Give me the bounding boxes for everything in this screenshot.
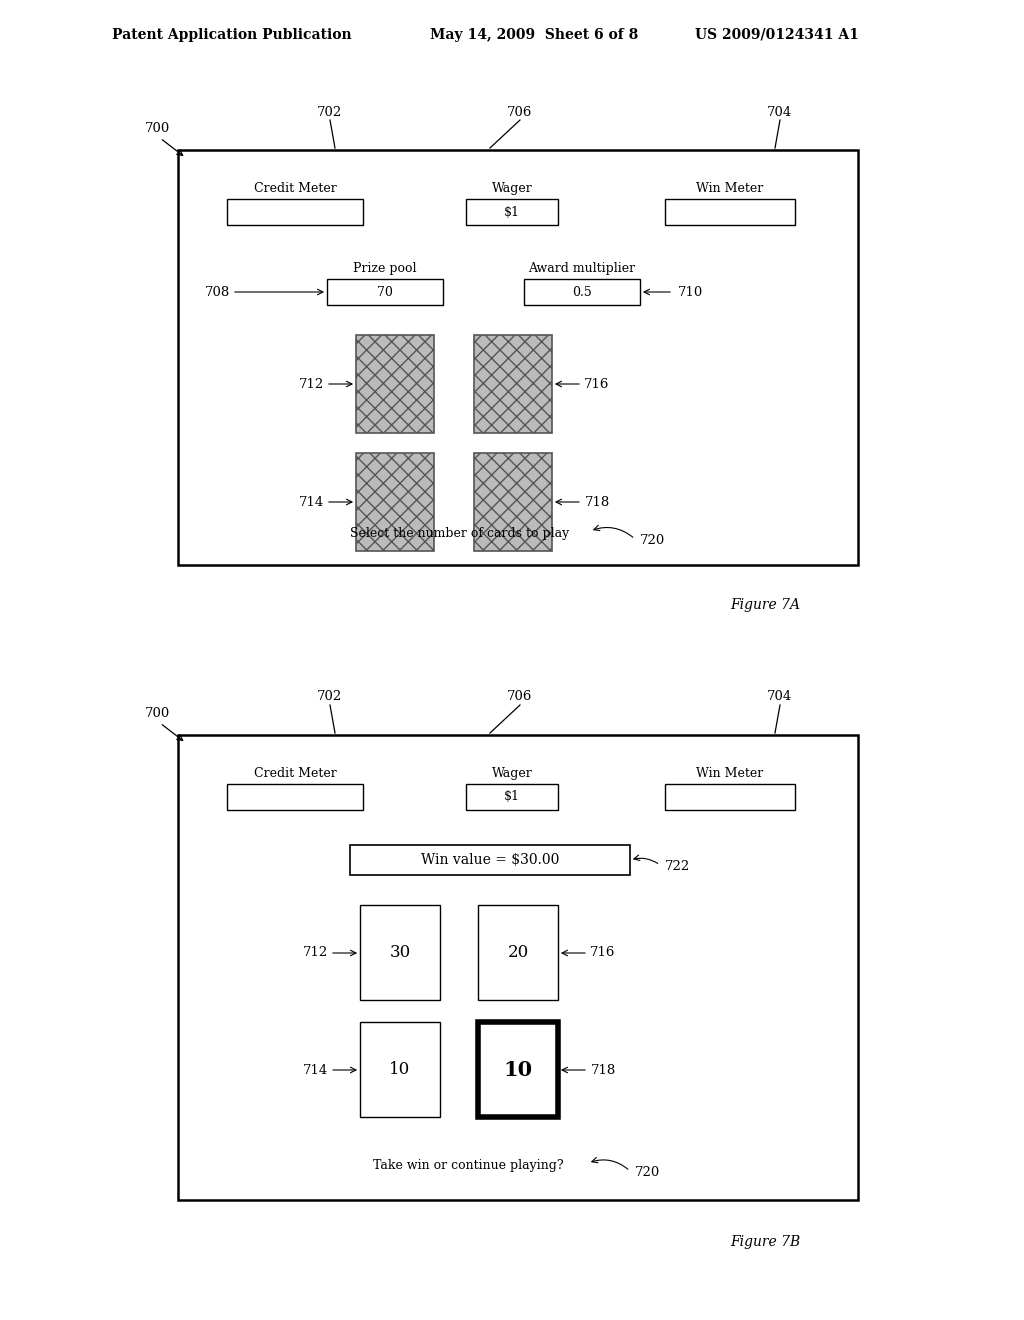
Bar: [227, 784, 362, 810]
Text: Win Meter: Win Meter: [696, 182, 764, 195]
Bar: [360, 1022, 440, 1117]
Bar: [356, 335, 434, 433]
Text: Figure 7B: Figure 7B: [730, 1236, 800, 1249]
Text: 700: 700: [145, 708, 170, 719]
Text: 706: 706: [507, 106, 532, 119]
Text: Wager: Wager: [492, 182, 532, 195]
Text: 10: 10: [389, 1061, 411, 1078]
Bar: [466, 784, 558, 810]
Text: $1: $1: [504, 791, 520, 804]
Text: Select the number of cards to play: Select the number of cards to play: [350, 527, 569, 540]
Text: 712: 712: [298, 378, 324, 391]
Text: May 14, 2009  Sheet 6 of 8: May 14, 2009 Sheet 6 of 8: [430, 28, 638, 42]
Text: Credit Meter: Credit Meter: [254, 182, 336, 195]
Text: 702: 702: [317, 106, 343, 119]
Text: 702: 702: [317, 690, 343, 704]
Text: Figure 7A: Figure 7A: [730, 598, 800, 612]
Text: Win Meter: Win Meter: [696, 767, 764, 780]
Text: 722: 722: [665, 861, 690, 874]
Text: 712: 712: [302, 946, 328, 960]
Text: 716: 716: [590, 946, 615, 960]
Bar: [466, 199, 558, 224]
Text: Win value = $30.00: Win value = $30.00: [421, 853, 559, 867]
Text: US 2009/0124341 A1: US 2009/0124341 A1: [695, 28, 859, 42]
Text: 714: 714: [298, 495, 324, 508]
Text: 718: 718: [585, 495, 609, 508]
Text: Wager: Wager: [492, 767, 532, 780]
Bar: [227, 199, 362, 224]
Text: 30: 30: [389, 944, 411, 961]
Text: 708: 708: [206, 285, 230, 298]
Text: 716: 716: [585, 378, 609, 391]
Text: 720: 720: [635, 1167, 660, 1180]
Text: 706: 706: [507, 690, 532, 704]
Bar: [665, 784, 795, 810]
Text: 0.5: 0.5: [572, 285, 592, 298]
Text: Patent Application Publication: Patent Application Publication: [112, 28, 351, 42]
Text: 720: 720: [640, 535, 666, 548]
Text: 714: 714: [302, 1064, 328, 1077]
Bar: [360, 906, 440, 1001]
Bar: [524, 279, 640, 305]
Bar: [178, 150, 858, 565]
Bar: [178, 735, 858, 1200]
Text: Prize pool: Prize pool: [353, 261, 417, 275]
Text: 718: 718: [591, 1064, 615, 1077]
Text: 704: 704: [767, 106, 793, 119]
Text: $1: $1: [504, 206, 520, 219]
Text: 704: 704: [767, 690, 793, 704]
Text: 10: 10: [504, 1060, 532, 1080]
Bar: [474, 335, 552, 433]
Text: Award multiplier: Award multiplier: [528, 261, 636, 275]
Text: 710: 710: [678, 285, 703, 298]
Bar: [478, 906, 558, 1001]
Text: Credit Meter: Credit Meter: [254, 767, 336, 780]
Bar: [356, 453, 434, 550]
Text: Take win or continue playing?: Take win or continue playing?: [373, 1159, 563, 1172]
Text: 700: 700: [145, 121, 170, 135]
Bar: [327, 279, 443, 305]
Text: 20: 20: [507, 944, 528, 961]
Text: 70: 70: [377, 285, 393, 298]
Bar: [350, 845, 630, 875]
Bar: [665, 199, 795, 224]
Bar: [478, 1022, 558, 1117]
Bar: [474, 453, 552, 550]
